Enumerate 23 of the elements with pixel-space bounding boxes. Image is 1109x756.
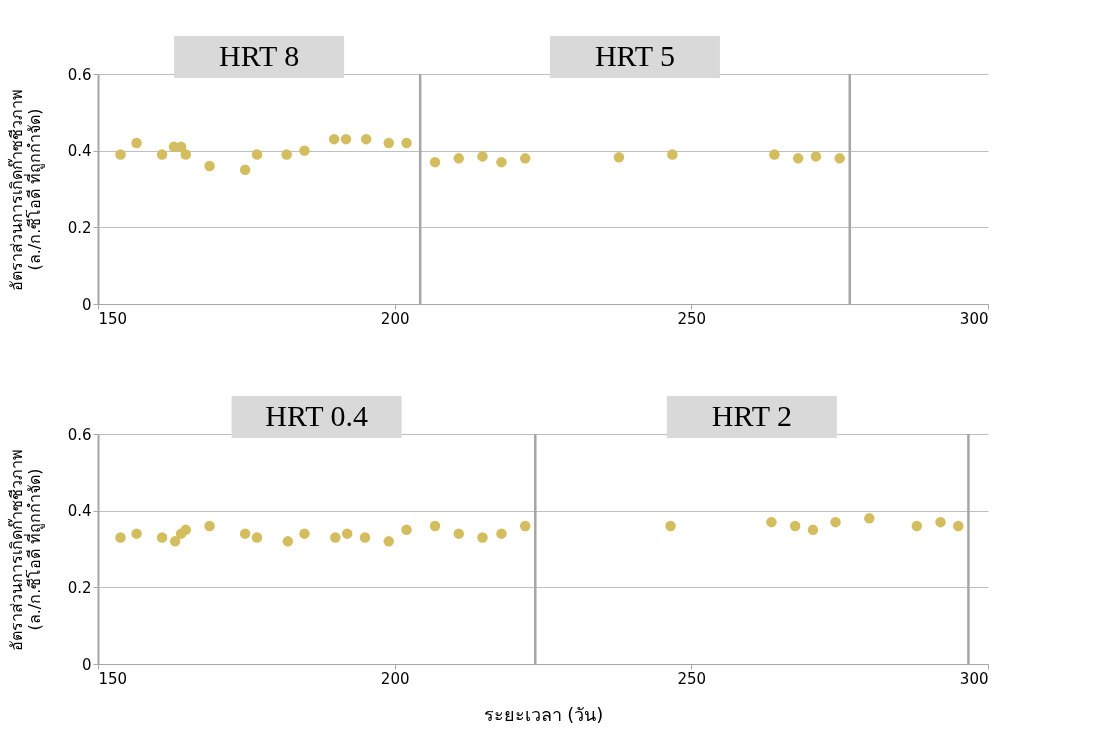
y-tick-label: 0.2 bbox=[67, 218, 92, 237]
y-tick-label: 0.2 bbox=[67, 578, 92, 597]
x-tick-label: 150 bbox=[98, 669, 128, 688]
y-tick-label: 0 bbox=[81, 295, 92, 314]
x-tick-label: 250 bbox=[677, 309, 707, 328]
y-tick-label: 0.4 bbox=[67, 142, 92, 161]
text: HRT 2 bbox=[711, 399, 792, 432]
x-tick-label: 300 bbox=[959, 309, 989, 328]
x-tick-label: 150 bbox=[98, 309, 128, 328]
x-tick-label: 300 bbox=[959, 669, 989, 688]
text: HRT 0.4 bbox=[265, 399, 368, 432]
x-axis-title: ระยะเวลา (วัน) bbox=[483, 703, 604, 725]
y-axis-title: อัตราส่วนการเกิดก๊าซชีวภาพ (ล./ก.ซีโอดี ที่ถูกกำจัด) bbox=[6, 88, 45, 291]
y-tick-label: 0.4 bbox=[67, 502, 92, 521]
x-tick-label: 250 bbox=[677, 669, 707, 688]
y-tick-label: 0.6 bbox=[67, 425, 92, 444]
y-tick-label: 0 bbox=[81, 655, 92, 674]
text: HRT 8 bbox=[219, 39, 300, 72]
x-tick-label: 200 bbox=[380, 669, 410, 688]
x-tick-label: 200 bbox=[380, 309, 410, 328]
text: HRT 5 bbox=[594, 39, 676, 72]
y-axis-title: อัตราส่วนการเกิดก๊าซชีวภาพ (ล./ก.ซีโอดี ที่ถูกกำจัด) bbox=[6, 448, 45, 651]
y-tick-label: 0.6 bbox=[67, 65, 92, 84]
